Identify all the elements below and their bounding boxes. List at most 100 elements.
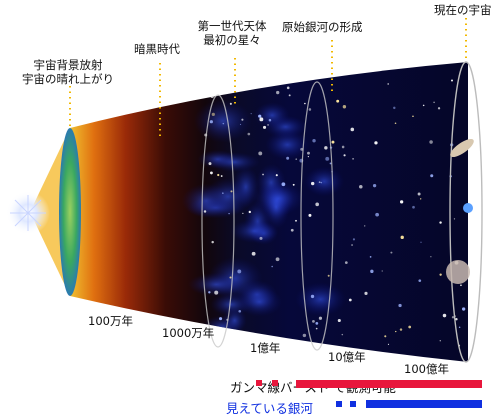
- star-dot: [275, 174, 278, 177]
- cosmic-web-cloud: [254, 102, 290, 129]
- star-dot: [307, 151, 310, 155]
- star-dot: [286, 86, 290, 90]
- star-dot: [308, 213, 312, 217]
- legend-galaxy-label: 見えている銀河: [226, 401, 313, 416]
- ring-protogalaxy: [300, 81, 334, 351]
- star-dot: [430, 256, 432, 258]
- label-cmb-line2: 宇宙の晴れ上がり: [22, 72, 114, 86]
- star-dot: [390, 251, 393, 254]
- star-dot: [315, 202, 319, 207]
- star-dot: [276, 90, 280, 95]
- star-dot: [331, 140, 335, 144]
- star-dot: [320, 181, 323, 184]
- star-dot: [290, 228, 294, 232]
- star-dot: [341, 145, 345, 149]
- star-dot: [312, 139, 316, 143]
- star-dot: [315, 327, 318, 330]
- star-dot: [281, 182, 286, 187]
- star-dot: [228, 212, 230, 215]
- star-dot: [381, 270, 383, 272]
- star-dot: [352, 238, 356, 241]
- star-dot: [268, 118, 272, 122]
- star-dot: [348, 298, 352, 302]
- star-dot: [352, 157, 354, 160]
- star-dot: [412, 115, 414, 117]
- ring-first-stars: [201, 94, 235, 348]
- star-dot: [209, 120, 213, 124]
- star-dot: [384, 335, 387, 338]
- star-dot: [280, 348, 283, 351]
- star-dot: [369, 255, 372, 258]
- star-dot: [325, 156, 330, 161]
- star-dot: [258, 151, 263, 156]
- star-dot: [295, 158, 298, 160]
- star-dot: [375, 212, 379, 217]
- star-dot: [351, 244, 353, 246]
- star-dot: [455, 318, 458, 321]
- star-dot: [259, 236, 263, 240]
- cosmic-web-cloud: [236, 287, 282, 317]
- star-dot: [238, 309, 242, 313]
- star-dot: [327, 274, 330, 277]
- cmb-disk: [59, 128, 81, 296]
- star-dot: [364, 225, 366, 227]
- star-dot: [229, 102, 232, 105]
- label-cmb: 宇宙背景放射 宇宙の晴れ上がり: [12, 58, 124, 86]
- galaxy-blue-icon: [463, 203, 473, 213]
- cosmic-web-cloud: [194, 99, 252, 143]
- star-dot: [422, 104, 425, 107]
- star-dot: [295, 219, 297, 222]
- star-dot: [460, 284, 462, 287]
- star-dot: [242, 212, 244, 215]
- star-dot: [222, 122, 225, 125]
- star-dot: [399, 328, 403, 331]
- star-dot: [430, 174, 434, 178]
- star-dot: [418, 279, 422, 282]
- star-dot: [251, 251, 256, 256]
- star-dot: [219, 317, 223, 321]
- star-dot: [248, 210, 251, 214]
- star-dot: [271, 265, 273, 268]
- star-dot: [211, 112, 215, 116]
- star-dot: [241, 118, 244, 121]
- star-dot: [429, 140, 433, 144]
- star-dot: [302, 333, 307, 338]
- ring-present: [449, 61, 483, 363]
- star-dot: [400, 200, 404, 204]
- star-dot: [451, 316, 455, 319]
- star-dot: [217, 173, 220, 177]
- star-dot: [211, 240, 214, 244]
- star-dot: [292, 183, 295, 186]
- label-dark-age: 暗黒時代: [134, 42, 180, 56]
- era-10m: 1000万年: [162, 326, 215, 340]
- star-dot: [230, 190, 233, 193]
- star-dot: [318, 181, 321, 183]
- star-dot: [336, 99, 340, 103]
- star-dot: [337, 318, 341, 323]
- star-dot: [318, 316, 323, 320]
- star-dot: [267, 124, 269, 126]
- star-dot: [395, 330, 397, 333]
- star-dot: [387, 83, 389, 85]
- star-dot: [417, 192, 421, 196]
- star-dot: [308, 108, 312, 111]
- star-dot: [341, 333, 344, 336]
- star-dot: [250, 112, 252, 115]
- label-first-stars-line2: 最初の星々: [203, 33, 261, 47]
- star-dot: [420, 241, 422, 243]
- star-dot: [203, 210, 207, 213]
- star-dot: [262, 173, 264, 176]
- star-dot: [288, 94, 291, 97]
- star-dot: [343, 154, 346, 157]
- star-dot: [359, 184, 363, 189]
- star-dot: [225, 339, 229, 343]
- star-dot: [350, 127, 355, 132]
- star-dot: [437, 107, 441, 110]
- star-dot: [304, 102, 306, 105]
- star-dot: [204, 342, 208, 346]
- label-present: 現在の宇宙: [434, 3, 492, 17]
- star-dot: [400, 235, 404, 240]
- star-dot: [237, 269, 242, 274]
- star-dot: [372, 184, 377, 188]
